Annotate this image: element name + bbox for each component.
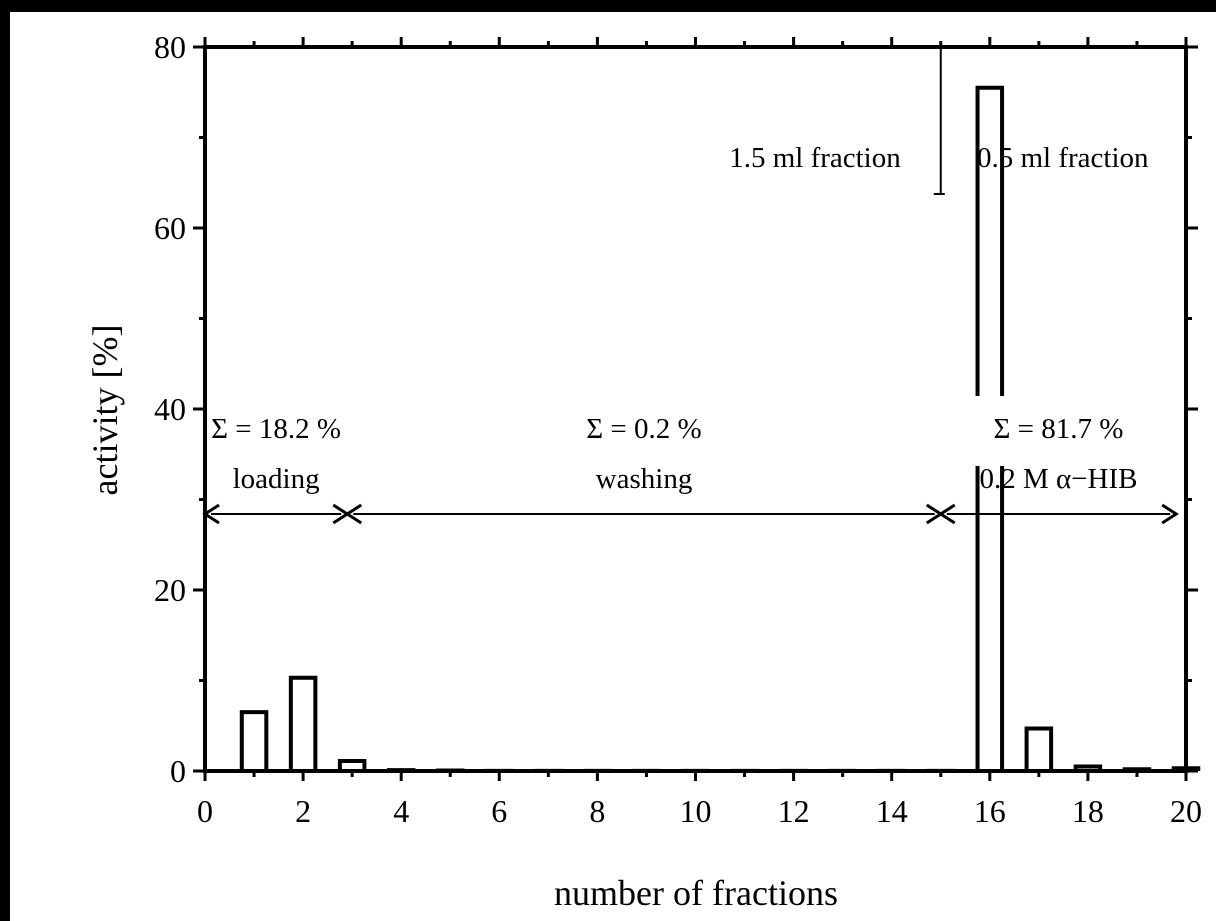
region-label-0: loading xyxy=(233,463,320,495)
bar-fraction-2 xyxy=(288,675,318,771)
x-axis-label: number of fractions xyxy=(554,873,838,913)
region-label-2: 0.2 M α−HIB xyxy=(979,463,1137,495)
y-tick-label-80: 80 xyxy=(154,29,186,65)
x-tick-label-4: 4 xyxy=(393,793,409,829)
region-sum-label-0: Σ = 18.2 % xyxy=(211,413,341,445)
x-tick-label-16: 16 xyxy=(974,793,1006,829)
y-axis-label: activity [%] xyxy=(85,325,125,496)
bar-fraction-3 xyxy=(337,759,367,771)
region-sum-label-2: Σ = 81.7 % xyxy=(994,413,1124,445)
fraction-size-label-right: 0.5 ml fraction xyxy=(977,142,1149,174)
x-tick-label-2: 2 xyxy=(295,793,311,829)
y-tick-label-60: 60 xyxy=(154,210,186,246)
region-arrow-head-left-2 xyxy=(937,503,956,525)
x-tick-label-14: 14 xyxy=(876,793,908,829)
bar-break-gap xyxy=(972,396,1008,466)
x-tick-label-6: 6 xyxy=(491,793,507,829)
bar-fraction-17 xyxy=(1024,726,1054,771)
x-tick-label-10: 10 xyxy=(680,793,712,829)
region-label-1: washing xyxy=(596,463,693,495)
x-tick-label-18: 18 xyxy=(1072,793,1104,829)
x-tick-label-12: 12 xyxy=(778,793,810,829)
x-tick-label-0: 0 xyxy=(197,793,213,829)
region-sum-label-1: Σ = 0.2 % xyxy=(586,413,701,445)
bar-fraction-1 xyxy=(239,710,269,771)
y-tick-label-40: 40 xyxy=(154,391,186,427)
x-tick-label-8: 8 xyxy=(589,793,605,829)
region-arrow-head-right-2 xyxy=(1161,503,1179,525)
region-arrow-head-left-1 xyxy=(344,503,363,525)
x-tick-label-20: 20 xyxy=(1170,793,1202,829)
y-tick-label-20: 20 xyxy=(154,572,186,608)
y-tick-label-0: 0 xyxy=(170,753,186,789)
region-arrow-head-left-0 xyxy=(202,503,220,525)
fraction-size-label-left: 1.5 ml fraction xyxy=(729,142,901,174)
